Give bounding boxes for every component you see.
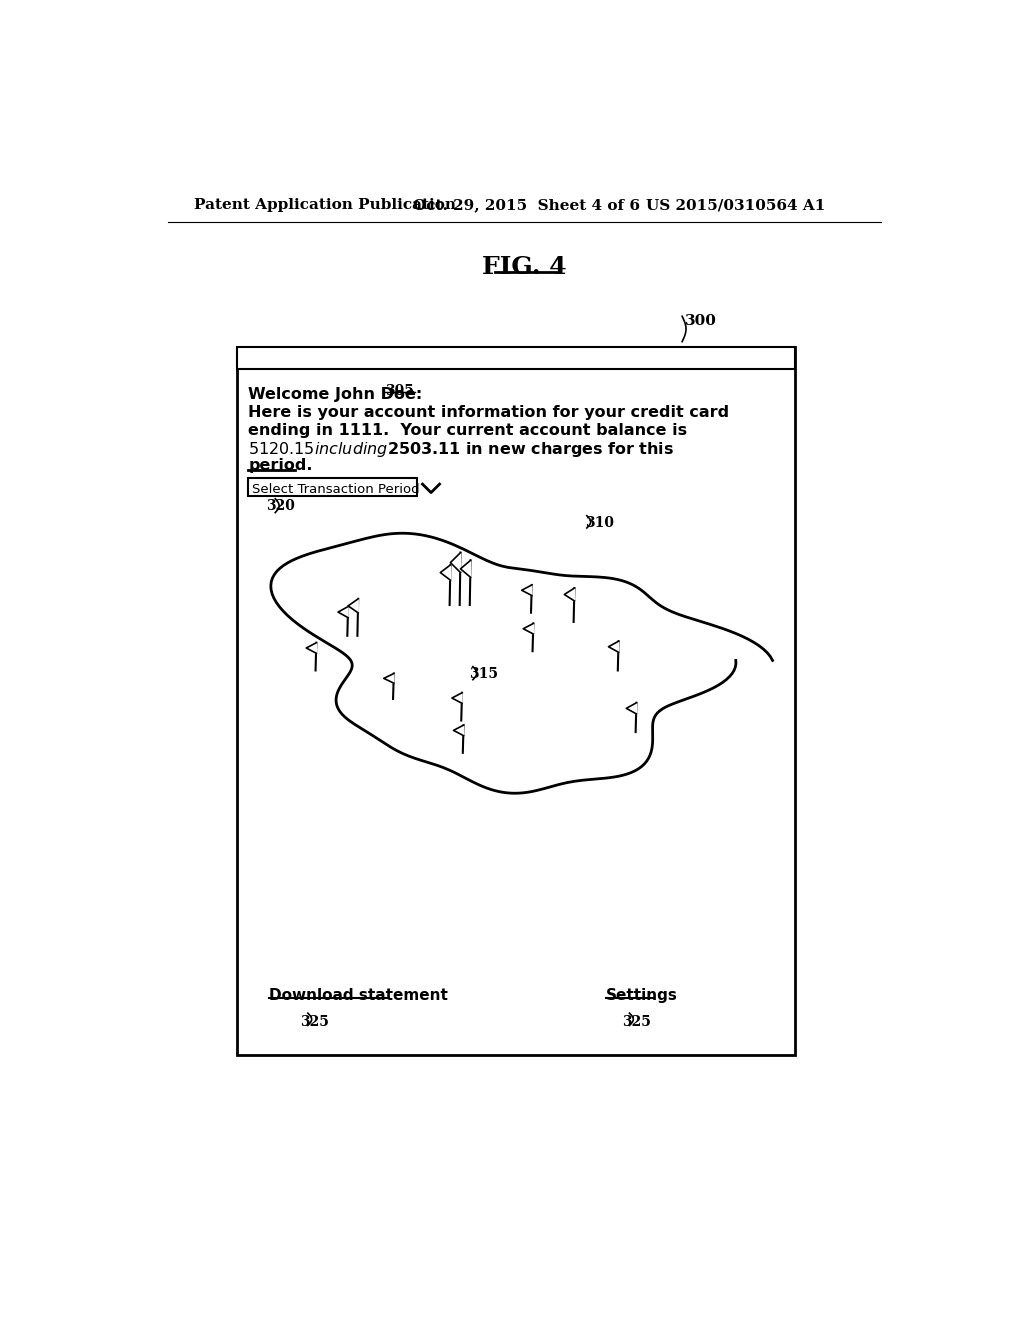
- Text: 325: 325: [622, 1015, 650, 1028]
- Polygon shape: [452, 693, 462, 704]
- Text: 310: 310: [586, 516, 614, 531]
- Text: ending in 1111.  Your current account balance is: ending in 1111. Your current account bal…: [248, 422, 687, 437]
- Text: 305: 305: [385, 384, 414, 399]
- Polygon shape: [451, 553, 461, 573]
- Text: US 2015/0310564 A1: US 2015/0310564 A1: [646, 198, 825, 213]
- Polygon shape: [523, 623, 534, 634]
- Polygon shape: [440, 565, 451, 581]
- Text: 300: 300: [684, 314, 717, 327]
- Text: 315: 315: [469, 667, 498, 681]
- Polygon shape: [306, 643, 316, 653]
- Polygon shape: [348, 599, 358, 612]
- Bar: [248, 478, 417, 496]
- Text: Here is your account information for your credit card: Here is your account information for you…: [248, 405, 729, 420]
- Text: $5120.15 including $2503.11 in new charges for this: $5120.15 including $2503.11 in new charg…: [248, 441, 674, 459]
- Polygon shape: [338, 607, 348, 618]
- Text: Patent Application Publication: Patent Application Publication: [194, 198, 456, 213]
- Polygon shape: [627, 702, 636, 714]
- Text: 325: 325: [300, 1015, 329, 1028]
- Bar: [237, 347, 795, 368]
- Bar: [237, 347, 795, 1056]
- Text: Settings: Settings: [606, 989, 678, 1003]
- Polygon shape: [608, 642, 618, 652]
- Text: FIG. 4: FIG. 4: [482, 255, 567, 279]
- Text: Download statement: Download statement: [269, 989, 447, 1003]
- Text: 320: 320: [266, 499, 295, 512]
- Polygon shape: [564, 589, 574, 601]
- Text: Select Transaction Period: Select Transaction Period: [252, 483, 420, 495]
- Polygon shape: [454, 725, 464, 735]
- Text: Oct. 29, 2015  Sheet 4 of 6: Oct. 29, 2015 Sheet 4 of 6: [414, 198, 640, 213]
- Text: period.: period.: [248, 458, 312, 473]
- Polygon shape: [461, 561, 471, 577]
- Text: Welcome John Doe:: Welcome John Doe:: [248, 387, 422, 403]
- Polygon shape: [384, 673, 394, 684]
- Polygon shape: [521, 585, 531, 595]
